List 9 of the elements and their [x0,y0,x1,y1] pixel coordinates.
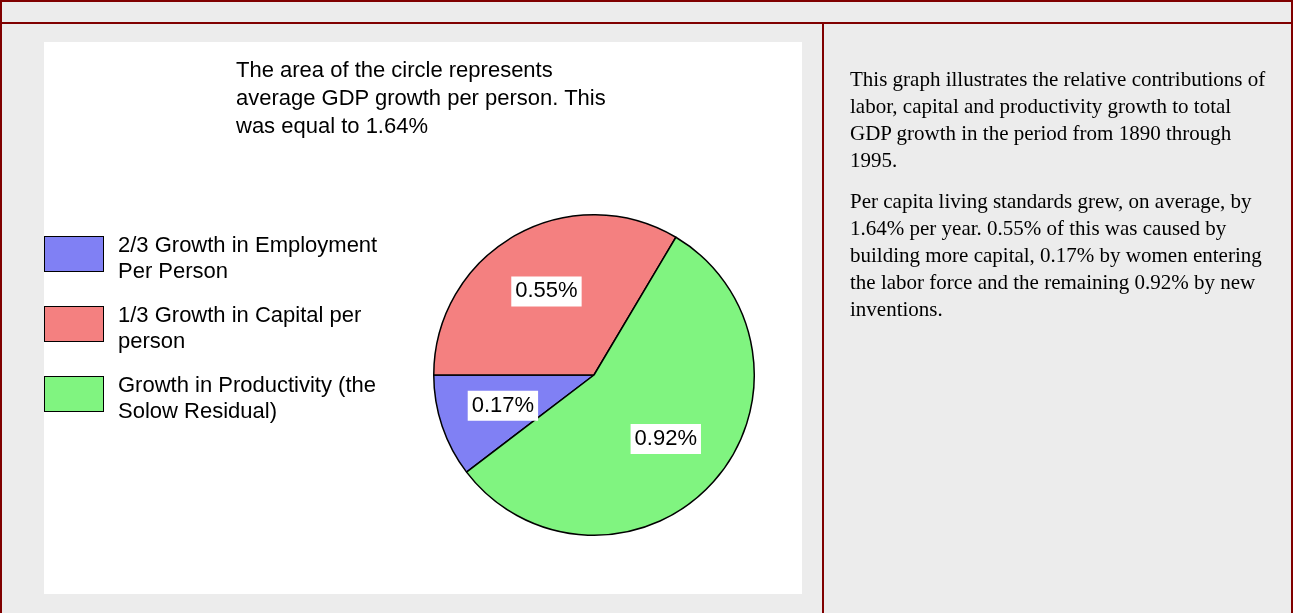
text: This graph illustrates the relative contributions of labor, capital and productivity growth to total GDP growth in the period from 1890 through 1995. [850,66,1267,174]
text: Per capita living standards grew, on average, by 1.64% per year. 0.55% of this was caused by building more capital, 0.17% by women entering the labor force and the remaining 0.92% by new inventions. [850,188,1263,323]
legend-label: 1/3 Growth in Capital per person [118,302,363,354]
text: The area of the circle represents average GDP growth per person. This was equal to 1.64% [236,56,606,140]
legend-label: Growth in Productivity (the Solow Residual) [118,372,377,424]
data-label: 0.92% [634,425,697,451]
legend-label: 2/3 Growth in Employment Per Person [118,232,379,284]
data-label: 0.17% [471,391,535,417]
data-label: 0.55% [515,277,578,303]
